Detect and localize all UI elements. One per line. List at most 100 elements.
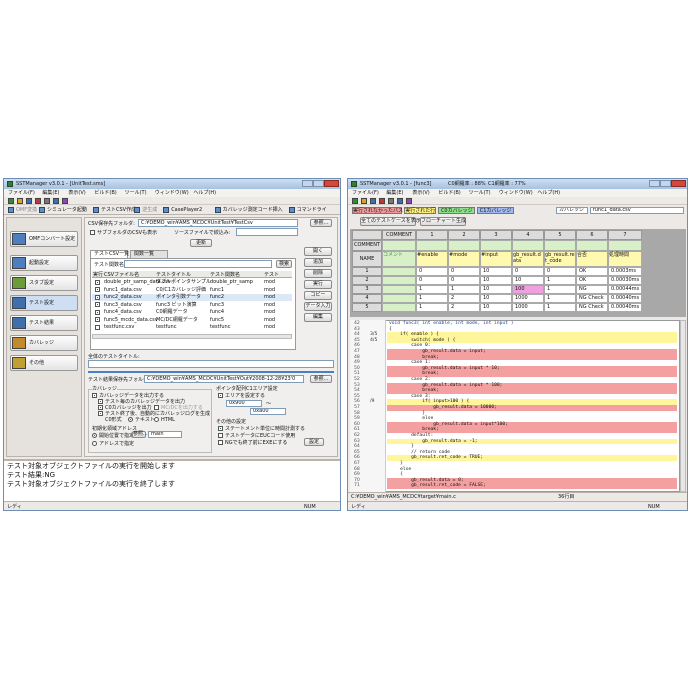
close-button[interactable] xyxy=(324,180,339,187)
menu-item[interactable]: ファイル(F) xyxy=(352,190,379,196)
toolbar-button[interactable]: シミュレータ起動 xyxy=(47,207,87,213)
tab[interactable]: テストCSV一覧 xyxy=(90,250,129,258)
checkbox[interactable] xyxy=(218,433,223,438)
menu-item[interactable]: ビルド(B) xyxy=(94,190,117,196)
text-input[interactable]: main xyxy=(148,431,182,438)
toolbar-button[interactable]: OMF変換 xyxy=(16,207,38,213)
browse-button[interactable]: 参照... xyxy=(310,219,332,227)
option[interactable]: NGでも終了前にEXEにする xyxy=(225,440,288,446)
checkbox[interactable] xyxy=(154,405,159,410)
menu-item[interactable]: ファイル(F) xyxy=(8,190,35,196)
toolbar-icon[interactable] xyxy=(44,198,50,204)
checkbox[interactable] xyxy=(95,294,100,300)
radio[interactable] xyxy=(128,417,133,422)
action-button[interactable]: 追加 xyxy=(304,258,332,267)
checkbox[interactable] xyxy=(218,393,223,398)
legend-box[interactable]: C0カバレッジ xyxy=(438,207,476,214)
checkbox[interactable] xyxy=(95,324,100,330)
menu-item[interactable]: ウィンドウ(W) xyxy=(498,190,533,196)
toolbar-icon[interactable] xyxy=(17,198,23,204)
text-input[interactable]: C:¥DEMO_win¥AMS_MCDC¥UnitTest¥TestCsv xyxy=(138,219,298,227)
menu-item[interactable]: ウィンドウ(W) xyxy=(154,190,189,196)
checkbox[interactable] xyxy=(95,317,100,322)
toolbar-icon[interactable] xyxy=(26,198,32,204)
text-input[interactable] xyxy=(88,360,334,368)
sidebar-label[interactable]: スタブ設定 xyxy=(29,280,55,286)
checkbox[interactable] xyxy=(218,440,223,445)
option[interactable]: カバレッジデータを出力する xyxy=(99,393,165,399)
checkbox[interactable] xyxy=(90,230,95,235)
subfolder-check[interactable]: サブフォルダのCSVも表示 xyxy=(97,230,158,236)
tab[interactable]: 関数一覧 xyxy=(130,250,168,258)
option[interactable]: アドレスで指定 xyxy=(99,441,135,447)
legend-box[interactable]: C1カバレッジ xyxy=(477,207,514,214)
option[interactable]: C0カバレッジを出力 xyxy=(105,405,152,411)
text-input[interactable] xyxy=(236,228,298,236)
toolbar-button[interactable]: CasePlayer2 xyxy=(171,207,203,213)
toolbar-icon[interactable] xyxy=(35,198,41,204)
menu-item[interactable]: ヘルプ(H) xyxy=(537,190,561,196)
checkbox[interactable] xyxy=(98,405,103,410)
action-button[interactable]: フローチャート生成 xyxy=(420,217,466,226)
checkbox[interactable] xyxy=(95,279,100,285)
radio[interactable] xyxy=(154,417,159,422)
action-button[interactable]: データ入力 xyxy=(304,302,332,311)
toolbar-icon[interactable] xyxy=(406,198,412,204)
toolbar-button[interactable]: コマンドライ xyxy=(296,207,327,213)
search-button[interactable]: 検索 xyxy=(276,260,292,268)
toolbar-button[interactable]: カバレッジ測定コード挿入 xyxy=(222,207,283,213)
sidebar-button[interactable] xyxy=(10,295,78,311)
sidebar-button[interactable] xyxy=(10,335,78,351)
checkbox[interactable] xyxy=(95,287,100,292)
toolbar-button-icon[interactable] xyxy=(39,207,45,213)
sidebar-label[interactable]: カバレッジ xyxy=(29,340,55,346)
option[interactable]: テストデータにEUCコード使用 xyxy=(225,433,296,439)
sidebar-button[interactable] xyxy=(10,231,78,247)
sidebar-label[interactable]: その他 xyxy=(29,360,45,366)
menu-item[interactable]: 表示(V) xyxy=(68,190,86,196)
option[interactable]: エリアを設定する xyxy=(225,393,266,399)
toolbar-button-icon[interactable] xyxy=(93,207,99,213)
toolbar-button[interactable]: 逆生成 xyxy=(142,207,158,213)
minimize-button[interactable] xyxy=(302,180,313,187)
toolbar-button-icon[interactable] xyxy=(214,207,221,213)
sidebar-label[interactable]: テスト結果 xyxy=(29,320,55,326)
toolbar-button[interactable]: テストCSV作成 xyxy=(101,207,137,213)
menu-item[interactable]: ヘルプ(H) xyxy=(193,190,217,196)
minimize-button[interactable] xyxy=(649,180,660,187)
toolbar-icon[interactable] xyxy=(370,198,376,204)
toolbar-icon[interactable] xyxy=(379,198,385,204)
sidebar-button[interactable] xyxy=(10,315,78,331)
text-input[interactable] xyxy=(124,260,272,268)
checkbox[interactable] xyxy=(98,399,103,404)
toolbar-icon[interactable] xyxy=(53,198,59,204)
close-button[interactable] xyxy=(671,180,686,187)
maximize-button[interactable] xyxy=(660,180,671,187)
maximize-button[interactable] xyxy=(313,180,324,187)
text-input[interactable]: 0xa00 xyxy=(250,408,286,415)
toolbar-icon[interactable] xyxy=(361,198,367,204)
checkbox[interactable] xyxy=(92,393,97,398)
option[interactable]: MC/DCを出力する xyxy=(161,405,203,411)
option[interactable]: ステートメント単位に時間計測する xyxy=(225,426,306,432)
option[interactable]: HTML xyxy=(161,417,175,423)
sidebar-label[interactable]: OMFコンバート設定 xyxy=(29,236,76,242)
toolbar-button-icon[interactable] xyxy=(288,207,295,213)
action-button[interactable]: 編集 xyxy=(304,313,332,322)
result-browse-button[interactable]: 参照... xyxy=(310,375,332,383)
option[interactable]: テスト終了後、自動的にカバレッジログを生成 xyxy=(105,411,211,417)
sidebar-label[interactable]: テスト設定 xyxy=(29,300,55,306)
checkbox[interactable] xyxy=(98,411,103,416)
settings-button[interactable]: 設定 xyxy=(304,438,324,446)
checkbox[interactable] xyxy=(95,309,100,315)
toolbar-button-icon[interactable] xyxy=(163,207,170,213)
toolbar-icon[interactable] xyxy=(8,198,14,204)
browse-button[interactable]: 参照... xyxy=(132,431,148,438)
menu-item[interactable]: 編集(E) xyxy=(42,190,60,196)
action-button[interactable]: 全てのテストケースを表示 xyxy=(360,217,421,226)
sidebar-button[interactable] xyxy=(10,255,78,271)
checkbox[interactable] xyxy=(218,426,223,431)
update-button[interactable]: 更新 xyxy=(190,239,212,247)
toolbar-icon[interactable] xyxy=(388,198,394,204)
legend-box[interactable]: 実行された行 xyxy=(404,207,437,214)
